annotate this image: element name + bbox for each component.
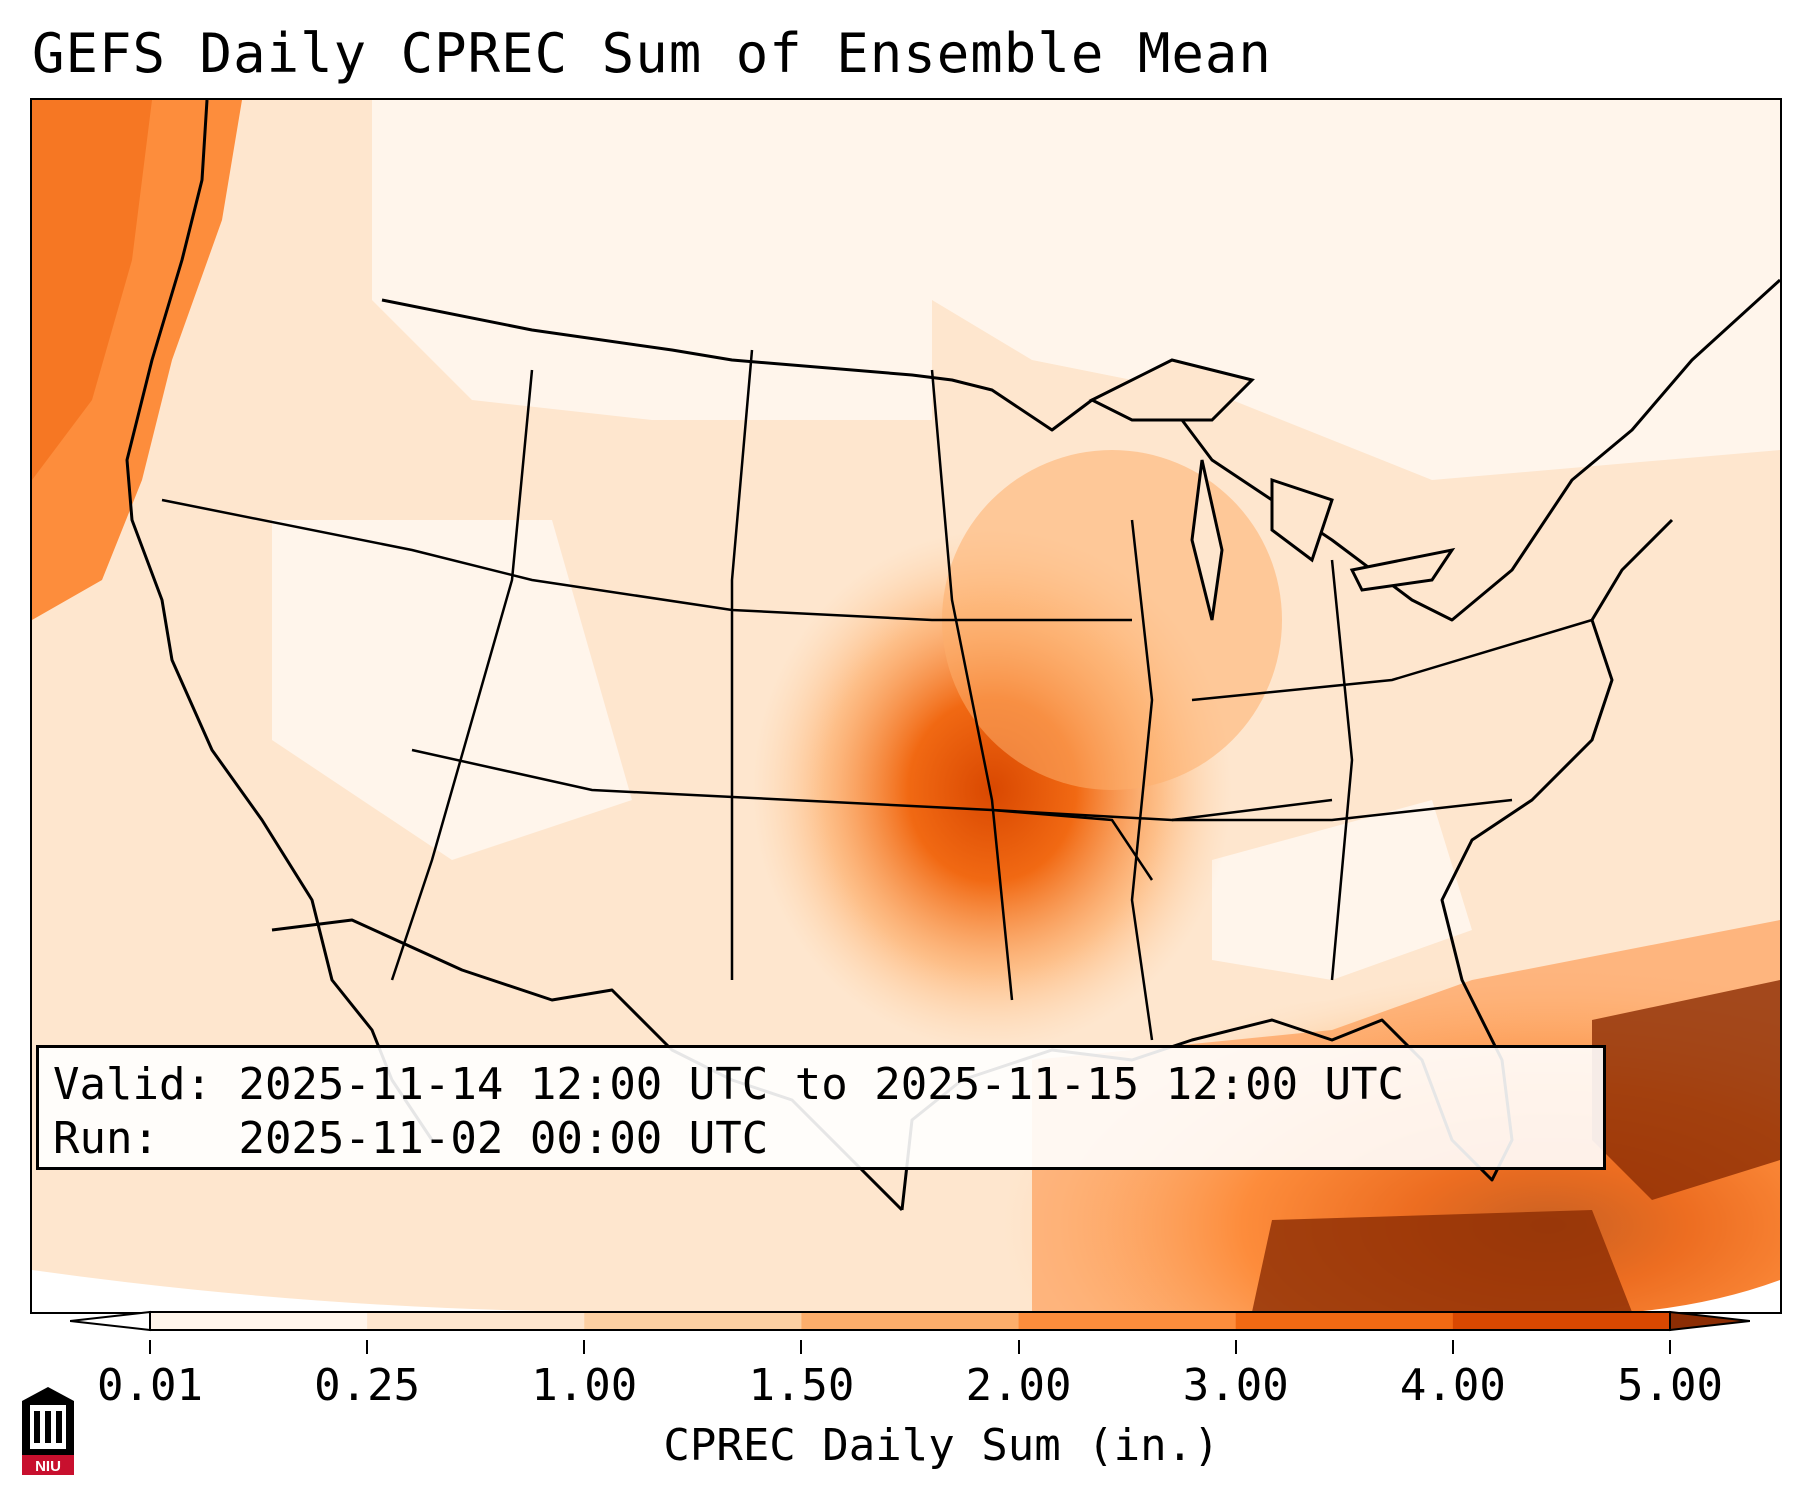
colorbar-tick-label: 0.01	[97, 1360, 203, 1411]
colorbar-tick-label: 3.00	[1182, 1360, 1289, 1411]
logo-column-1	[34, 1411, 40, 1443]
state-line-7	[1330, 559, 1354, 981]
field-westcoast-core	[32, 100, 152, 480]
colorbar-segment	[1235, 1312, 1454, 1330]
colorbar-label: CPREC Daily Sum (in.)	[663, 1420, 1220, 1471]
colorbar-segment	[367, 1312, 585, 1330]
state-lines	[161, 349, 1593, 1041]
colorbar-tick-label: 1.50	[748, 1360, 855, 1411]
colorbar-tick-mark	[149, 1340, 151, 1354]
logo-band	[22, 1455, 74, 1475]
valid-run-info: Valid: 2025-11-14 12:00 UTC to 2025-11-1…	[36, 1045, 1606, 1170]
field-cuba-max	[1252, 1210, 1632, 1312]
west-coastline	[125, 100, 434, 1141]
logo-text: NIU	[35, 1458, 61, 1475]
colorbar-tick-label: 5.00	[1617, 1360, 1723, 1411]
logo-column-2	[45, 1411, 51, 1443]
colorbar-tick-label: 2.00	[965, 1360, 1072, 1411]
logo-column-3	[56, 1411, 62, 1443]
field-pale-north	[372, 100, 932, 420]
niu-logo: NIU	[22, 1387, 74, 1475]
proj-edge-left	[32, 1270, 632, 1312]
state-line-3	[390, 369, 534, 981]
colorbar-extend-low	[70, 1310, 151, 1332]
state-line-6	[1130, 519, 1154, 1041]
colorbar-tick-mark	[583, 1340, 586, 1354]
valid-label: Valid:	[53, 1059, 212, 1110]
colorbar-tick-mark	[366, 1340, 369, 1354]
colorbar	[70, 1310, 1750, 1332]
colorbar-segment	[801, 1312, 1020, 1330]
valid-value: 2025-11-14 12:00 UTC to 2025-11-15 12:00…	[238, 1059, 1405, 1110]
run-value: 2025-11-02 00:00 UTC	[238, 1113, 769, 1164]
colorbar-segment	[1452, 1312, 1671, 1330]
field-pale-northeast	[932, 100, 1780, 480]
lake-michigan	[1190, 459, 1224, 621]
colorbar-tick-mark	[1451, 1340, 1454, 1354]
colorbar-tick-label: 1.00	[531, 1360, 638, 1411]
colorbar-segment	[1018, 1312, 1237, 1330]
colorbar-tick-mark	[800, 1340, 803, 1354]
colorbar-extend-high	[1669, 1310, 1750, 1332]
field-caribbean-max	[1592, 980, 1780, 1200]
colorbar-tick-mark	[1234, 1340, 1237, 1354]
colorbar-segments	[70, 1310, 1750, 1332]
state-line-4	[730, 349, 754, 980]
state-line-9	[1172, 798, 1513, 822]
lake-erie	[1349, 547, 1456, 592]
colorbar-segment	[150, 1312, 368, 1330]
page-title: GEFS Daily CPREC Sum of Ensemble Mean	[32, 22, 1272, 85]
field-pale-southeast	[1212, 800, 1472, 980]
field-pale-west	[272, 520, 632, 860]
state-line-5	[930, 369, 1014, 1001]
colorbar-tick-label: 0.25	[314, 1360, 421, 1411]
colorbar-tick-label: 4.00	[1399, 1360, 1506, 1411]
proj-edge-right	[1632, 1280, 1780, 1312]
state-line-2	[411, 748, 1333, 822]
state-line-1	[161, 498, 1132, 622]
great-lakes	[1088, 358, 1456, 621]
colorbar-tick-mark	[1017, 1340, 1020, 1354]
colorbar-tick-mark	[1669, 1340, 1671, 1354]
state-line-10	[1191, 618, 1593, 702]
lake-huron	[1270, 477, 1334, 563]
colorbar-segment	[584, 1312, 802, 1330]
colorbar-outline	[149, 1311, 1671, 1331]
lake-superior	[1088, 358, 1255, 422]
state-line-8	[991, 808, 1154, 881]
run-label: Run:	[53, 1113, 159, 1164]
